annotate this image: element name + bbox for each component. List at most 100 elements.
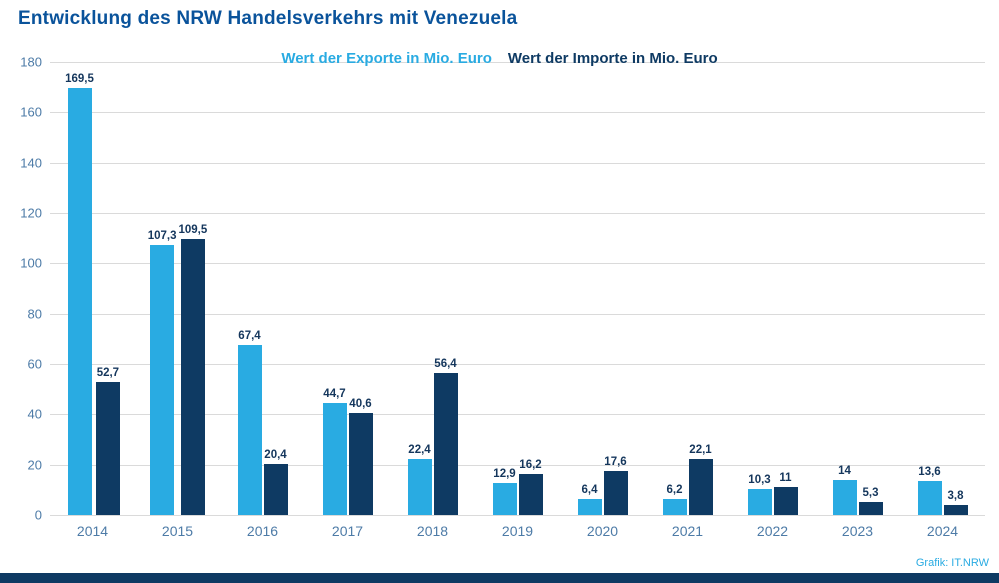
export-bar-column: 169,5 [65,73,94,515]
plot-area: 169,5 52,7 107,3 109,5 67,4 20,4 44,7 40,6 22,4 5… [20,55,985,523]
value-label: 11 [779,472,792,485]
x-axis-label: 2021 [671,523,704,539]
bar-group: 107,3 109,5 [135,224,220,515]
import-bar [518,474,543,515]
gridline [50,414,985,416]
value-label: 13,6 [918,465,941,478]
value-label: 20,4 [264,448,287,461]
value-label: 16,2 [519,459,542,472]
import-bar-column: 56,4 [433,358,458,515]
gridline [50,162,985,164]
export-bar-column: 13,6 [917,465,942,515]
import-bar [433,373,458,515]
export-bar [322,402,347,515]
bar-group: 67,4 20,4 [220,330,305,515]
export-bar [492,482,517,515]
y-tick-label: 140 [20,155,42,171]
value-label: 6,4 [581,483,598,496]
import-bar-column: 40,6 [348,397,373,515]
y-tick-label: 160 [20,104,42,120]
bar-group: 169,5 52,7 [50,73,135,515]
import-bar-column: 22,1 [688,444,713,515]
chart-title: Entwicklung des NRW Handelsverkehrs mit … [18,8,518,29]
import-bar [180,239,205,515]
import-bar [348,412,373,515]
bar-group: 6,4 17,6 [560,456,645,515]
export-bar-column: 10,3 [747,474,772,515]
gridline [50,263,985,265]
value-label: 10,3 [748,474,771,487]
value-label: 14 [838,464,851,477]
value-label: 12,9 [493,467,516,480]
y-tick-label: 180 [20,54,42,70]
value-label: 52,7 [96,367,120,380]
export-bar [407,458,432,515]
value-label: 44,7 [323,387,346,400]
export-bar [662,499,687,515]
import-bar [943,505,968,515]
bar-group: 12,9 16,2 [475,459,560,515]
import-bar-column: 20,4 [263,448,288,515]
import-bar-column: 16,2 [518,459,543,515]
bar-group: 22,4 56,4 [390,358,475,515]
bottom-brand-bar [0,573,999,583]
export-bar [237,345,262,515]
export-bar-column: 6,4 [577,483,602,515]
y-tick-label: 120 [20,205,42,221]
y-tick-label: 20 [27,457,42,473]
bar-group: 10,3 11 [730,472,815,515]
x-axis-label: 2017 [331,523,364,539]
import-bar-column: 11 [773,472,798,515]
export-bar-column: 6,2 [662,484,687,515]
value-label: 3,8 [947,490,964,503]
import-bar-column: 5,3 [858,487,883,515]
x-axis-labels: 2014 2015 2016 2017 2018 2019 2020 2021 2022 2023… [50,523,985,539]
value-label: 40,6 [349,397,372,410]
gridline [50,464,985,466]
import-bar [603,470,628,515]
gridline [50,62,985,63]
x-axis-label: 2014 [76,523,109,539]
import-bar [773,487,798,515]
x-axis-label: 2024 [926,523,959,539]
y-tick-label: 80 [27,306,42,322]
y-tick-label: 60 [27,356,42,372]
export-bar-column: 14 [832,464,857,515]
import-bar [95,382,120,515]
x-axis-label: 2022 [756,523,789,539]
export-bar [832,479,857,515]
legend: Wert der Exporte in Mio. Euro Wert der I… [0,50,999,67]
bar-group: 44,7 40,6 [305,388,390,515]
bar-group: 13,6 3,8 [900,466,985,515]
bar-group: 6,2 22,1 [645,444,730,515]
gridline [50,112,985,114]
export-bar [577,498,602,515]
value-label: 107,3 [147,229,177,242]
y-tick-label: 40 [27,406,42,422]
export-bar [747,489,772,515]
value-label: 67,4 [238,330,261,343]
export-bar-column: 44,7 [322,387,347,515]
value-label: 22,4 [408,443,431,456]
gridline [50,364,985,365]
value-label: 56,4 [434,358,457,371]
gridline [50,313,985,315]
export-bar [67,88,92,515]
legend-imports: Wert der Importe in Mio. Euro [507,50,718,67]
value-label: 22,1 [689,444,712,457]
y-tick-label: 0 [34,507,42,523]
import-bar-column: 52,7 [95,367,120,515]
export-bar [150,244,175,515]
import-bar [858,501,883,515]
x-axis-label: 2023 [841,523,874,539]
export-bar-column: 22,4 [407,443,432,515]
value-label: 17,6 [604,455,627,468]
export-bar [917,480,942,515]
export-bar-column: 107,3 [148,230,177,515]
value-label: 6,2 [666,484,683,497]
gridline [50,213,985,214]
legend-exports: Wert der Exporte in Mio. Euro [281,50,492,67]
import-bar [688,459,713,515]
bar-groups: 169,5 52,7 107,3 109,5 67,4 20,4 44,7 40,6 22,4 5… [50,62,985,515]
value-label: 109,5 [178,224,208,237]
